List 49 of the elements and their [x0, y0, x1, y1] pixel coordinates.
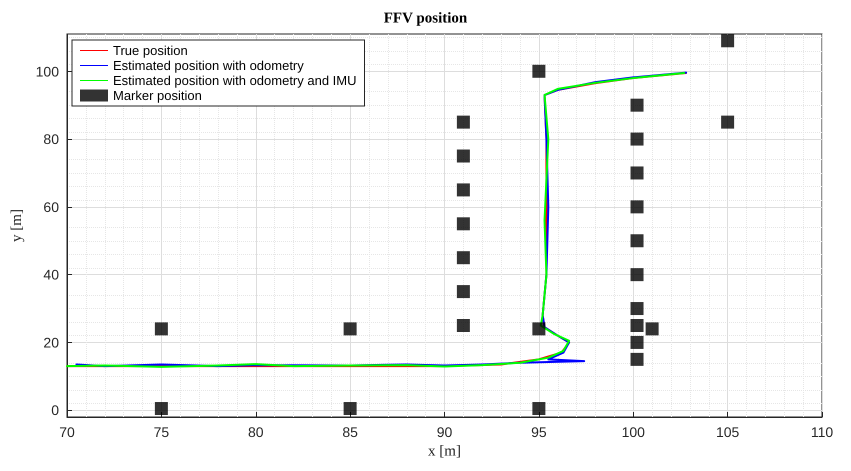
point [456, 217, 470, 230]
y-tick-label: 60 [43, 198, 60, 215]
point [344, 402, 357, 416]
y-tick-label: 0 [51, 402, 60, 418]
x-tick-label: 110 [810, 424, 834, 440]
y-tick-label: 40 [43, 266, 60, 283]
y-tick-label: 80 [43, 131, 60, 148]
x-tick-label: 105 [716, 424, 740, 440]
point [630, 234, 644, 248]
point [532, 322, 546, 336]
x-axis-title: x [m] [428, 443, 461, 460]
chart-title: FFV position [384, 10, 468, 26]
point [630, 336, 644, 349]
point [532, 402, 546, 416]
point [532, 64, 546, 78]
legend-label: Marker position [113, 88, 202, 103]
point [154, 322, 168, 336]
point [630, 132, 644, 146]
point [630, 98, 644, 112]
y-axis-title: y [m] [9, 209, 26, 242]
point [721, 116, 734, 129]
point [646, 322, 659, 336]
legend-label: Estimated position with odometry [113, 58, 304, 73]
x-tick-label: 95 [531, 424, 547, 440]
point [630, 200, 644, 214]
point [630, 268, 644, 282]
x-tick-label: 80 [248, 424, 264, 440]
y-tick-label: 20 [43, 334, 60, 350]
x-tick-label: 75 [154, 424, 170, 440]
point [456, 183, 470, 196]
point [456, 318, 470, 332]
y-tick-label: 100 [36, 63, 60, 80]
x-tick-label: 70 [59, 424, 75, 440]
point [721, 34, 734, 48]
point [456, 285, 470, 298]
point [456, 150, 470, 163]
x-tick-label: 85 [342, 424, 358, 440]
point [154, 402, 168, 416]
point [456, 116, 470, 129]
point [344, 322, 357, 336]
point [630, 166, 644, 180]
legend-label: Estimated position with odometry and IMU [113, 73, 356, 88]
x-tick-label: 100 [622, 424, 646, 440]
point [630, 318, 644, 332]
legend-label: True position [113, 43, 188, 58]
point [456, 251, 470, 264]
point [630, 352, 644, 366]
point [630, 302, 644, 316]
x-tick-label: 90 [436, 424, 452, 440]
